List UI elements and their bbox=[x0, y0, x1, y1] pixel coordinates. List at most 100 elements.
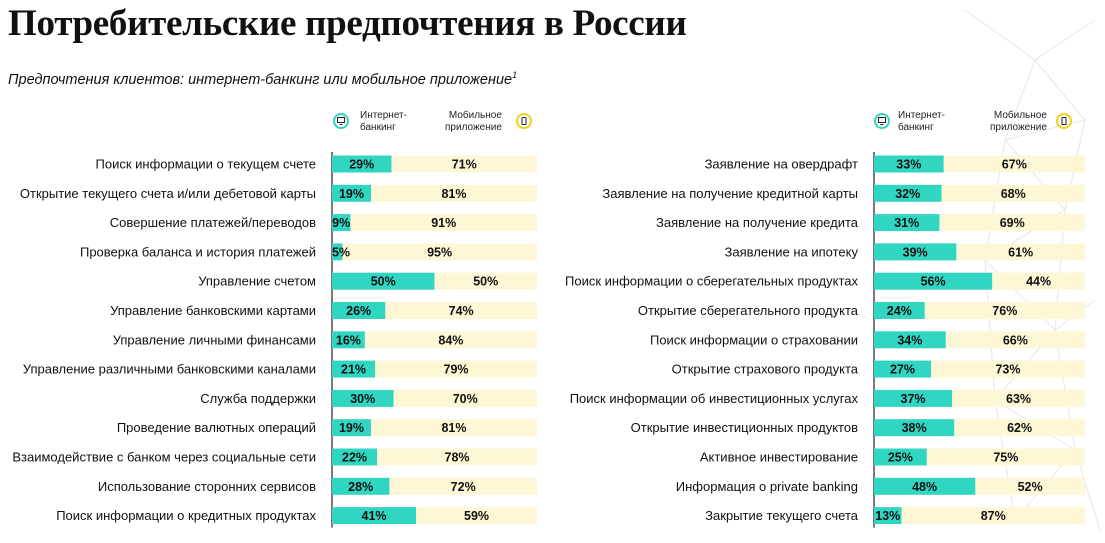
bar-chart-left: Поиск информации о текущем счете 29% 71% От… bbox=[12, 152, 537, 528]
data-label-internet: 27% bbox=[890, 363, 915, 377]
bar-internet bbox=[332, 360, 376, 378]
category-label: Открытие инвестиционных продуктов bbox=[631, 420, 858, 435]
data-label-internet: 28% bbox=[348, 480, 373, 494]
data-label-internet: 25% bbox=[888, 451, 913, 465]
category-label: Совершение платежей/переводов bbox=[110, 215, 316, 230]
bar-internet bbox=[874, 214, 940, 232]
bar-internet bbox=[332, 302, 386, 319]
bar-internet bbox=[874, 360, 931, 378]
data-label-internet: 13% bbox=[875, 509, 900, 523]
data-label-mobile: 44% bbox=[1026, 275, 1051, 289]
bar-internet bbox=[874, 477, 976, 495]
data-label-mobile: 81% bbox=[441, 187, 466, 201]
data-label-mobile: 71% bbox=[452, 158, 477, 172]
category-label: Проверка баланса и история платежей bbox=[80, 244, 316, 259]
category-label: Поиск информации о текущем счете bbox=[96, 157, 317, 172]
legend-internet-label: Интернет-банкинг bbox=[898, 110, 945, 133]
bar-mobile bbox=[391, 155, 537, 173]
data-label-mobile: 72% bbox=[451, 480, 476, 494]
bar-internet bbox=[874, 302, 925, 319]
data-label-mobile: 67% bbox=[1002, 158, 1027, 172]
data-label-mobile: 52% bbox=[1018, 480, 1043, 494]
subtitle-text: Предпочтения клиентов: интернет-банкинг … bbox=[8, 71, 513, 88]
bar-mobile bbox=[943, 155, 1085, 173]
bar-mobile bbox=[945, 331, 1085, 349]
bar-chart-right: Заявление на овердрафт 33% 67% Заявление на… bbox=[565, 152, 1085, 528]
chart-subtitle: Предпочтения клиентов: интернет-банкинг … bbox=[8, 70, 517, 88]
bar-mobile bbox=[941, 184, 1085, 202]
category-label: Закрытие текущего счета bbox=[705, 508, 859, 523]
category-label: Поиск информации о сберегательных продук… bbox=[565, 274, 858, 289]
bar-mobile bbox=[952, 389, 1085, 407]
legend: Интернет-банкинг Мобильное приложение bbox=[333, 106, 543, 142]
category-label: Управление различными банковскими канала… bbox=[23, 362, 316, 377]
bar-internet bbox=[874, 155, 944, 173]
bar-internet bbox=[874, 272, 993, 290]
data-label-internet: 37% bbox=[901, 392, 926, 406]
legend-internet-label: Интернет-банкинг bbox=[360, 110, 407, 133]
bar-internet bbox=[332, 243, 343, 261]
bar-mobile bbox=[924, 302, 1085, 319]
page-title: Потребительские предпочтения в России bbox=[8, 3, 687, 44]
bar-internet bbox=[332, 507, 417, 525]
data-label-mobile: 69% bbox=[1000, 216, 1025, 230]
bar-mobile bbox=[364, 331, 537, 349]
monitor-icon bbox=[874, 113, 890, 129]
bar-internet bbox=[874, 448, 927, 466]
data-label-internet: 31% bbox=[894, 216, 919, 230]
bar-internet bbox=[332, 184, 371, 202]
bar-internet bbox=[874, 389, 953, 407]
category-label: Взаимодействие с банком через социальные… bbox=[12, 450, 316, 465]
category-label: Использование сторонних сервисов bbox=[98, 479, 316, 494]
category-label: Поиск информации о кредитных продуктах bbox=[56, 508, 316, 523]
data-label-internet: 16% bbox=[336, 333, 361, 347]
bar-internet bbox=[874, 419, 955, 437]
data-label-internet: 38% bbox=[902, 421, 927, 435]
data-label-internet: 41% bbox=[362, 509, 387, 523]
data-label-mobile: 68% bbox=[1001, 187, 1026, 201]
data-label-mobile: 75% bbox=[993, 451, 1018, 465]
data-label-mobile: 59% bbox=[464, 509, 489, 523]
data-label-mobile: 62% bbox=[1007, 421, 1032, 435]
data-label-mobile: 66% bbox=[1003, 333, 1028, 347]
bar-mobile bbox=[389, 477, 537, 495]
category-label: Управление личными финансами bbox=[113, 332, 316, 347]
bar-internet bbox=[874, 243, 957, 261]
bar-mobile bbox=[901, 507, 1085, 525]
data-label-mobile: 63% bbox=[1006, 392, 1031, 406]
data-label-internet: 9% bbox=[332, 216, 350, 230]
smartphone-icon bbox=[1056, 113, 1072, 129]
category-label: Поиск информации об инвестиционных услуг… bbox=[570, 391, 859, 406]
bar-internet bbox=[332, 272, 435, 290]
data-label-internet: 32% bbox=[895, 187, 920, 201]
data-label-mobile: 79% bbox=[444, 363, 469, 377]
monitor-icon bbox=[333, 113, 349, 129]
bar-mobile bbox=[956, 243, 1085, 261]
bar-internet bbox=[332, 448, 378, 466]
data-label-internet: 19% bbox=[339, 187, 364, 201]
bar-mobile bbox=[954, 419, 1085, 437]
data-label-mobile: 91% bbox=[431, 216, 456, 230]
category-label: Информация о private banking bbox=[676, 479, 858, 494]
category-label: Открытие страхового продукта bbox=[672, 362, 859, 377]
data-label-mobile: 81% bbox=[441, 421, 466, 435]
data-label-internet: 48% bbox=[912, 480, 937, 494]
data-label-internet: 30% bbox=[350, 392, 375, 406]
data-label-internet: 26% bbox=[346, 304, 371, 318]
footnote-marker: 1 bbox=[512, 70, 518, 80]
bar-mobile bbox=[992, 272, 1085, 290]
category-label: Служба поддержки bbox=[200, 391, 316, 406]
bar-internet bbox=[332, 155, 392, 173]
data-label-mobile: 84% bbox=[438, 333, 463, 347]
bar-mobile bbox=[385, 302, 537, 319]
data-label-internet: 56% bbox=[921, 275, 946, 289]
data-label-mobile: 50% bbox=[473, 275, 498, 289]
data-label-mobile: 76% bbox=[992, 304, 1017, 318]
category-label: Проведение валютных операций bbox=[117, 420, 316, 435]
smartphone-icon bbox=[516, 113, 532, 129]
category-label: Заявление на ипотеку bbox=[725, 244, 859, 259]
category-label: Заявление на овердрафт bbox=[705, 157, 858, 172]
bar-mobile bbox=[930, 360, 1085, 378]
bar-mobile bbox=[370, 419, 537, 437]
data-label-mobile: 73% bbox=[995, 363, 1020, 377]
